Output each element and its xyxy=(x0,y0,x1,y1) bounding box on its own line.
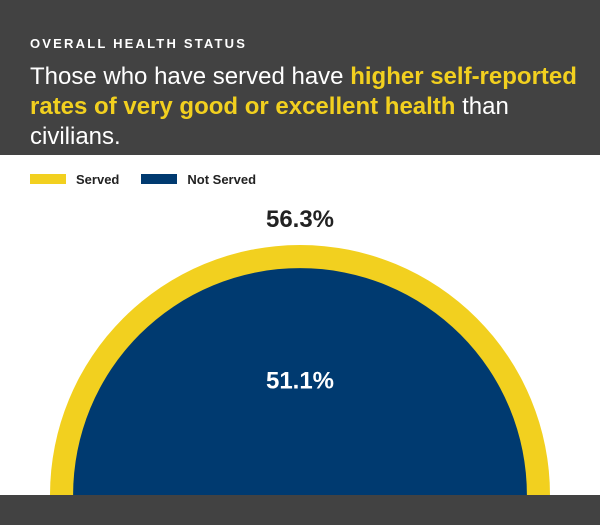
semicircle-chart: 56.3% 51.1% xyxy=(50,206,550,495)
legend-item-not-served: Not Served xyxy=(141,172,256,187)
legend-item-served: Served xyxy=(30,172,119,187)
headline-part1: Those who have served have xyxy=(30,63,351,90)
headline: Those who have served have higher self-r… xyxy=(30,62,590,152)
legend-label-not-served: Not Served xyxy=(187,171,257,187)
not-served-semicircle xyxy=(73,268,527,495)
footer-bar xyxy=(0,495,600,525)
served-value-label: 56.3% xyxy=(266,206,334,233)
chart-area: 56.3% 51.1% xyxy=(0,195,600,495)
legend-label-served: Served xyxy=(76,171,120,187)
headline-part2: than civilians. xyxy=(30,93,509,150)
legend-swatch-served xyxy=(30,174,66,184)
not-served-value-label: 51.1% xyxy=(266,367,334,394)
section-eyebrow: OVERALL HEALTH STATUS xyxy=(30,36,248,51)
legend-swatch-not-served xyxy=(141,174,178,184)
chart-legend: Served Not Served xyxy=(30,170,278,188)
header-banner: OVERALL HEALTH STATUS Those who have ser… xyxy=(0,0,600,155)
headline-highlight: higher self-reported rates of very good … xyxy=(30,63,577,120)
